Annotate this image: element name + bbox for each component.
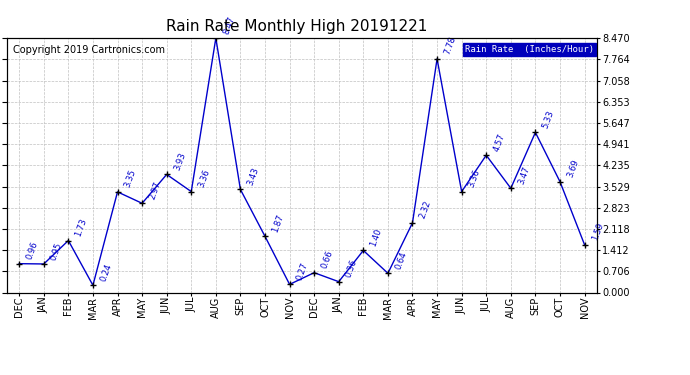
Text: 2.97: 2.97 [148,180,162,201]
Text: 3.36: 3.36 [467,168,482,189]
Text: 3.69: 3.69 [566,158,580,179]
Text: Rain Rate  (Inches/Hour): Rain Rate (Inches/Hour) [465,45,594,54]
Text: 8.47: 8.47 [221,15,236,35]
Text: 0.36: 0.36 [344,258,359,279]
Text: 0.95: 0.95 [49,241,64,261]
Text: 3.43: 3.43 [246,166,261,187]
Text: 3.36: 3.36 [197,168,212,189]
Text: 0.24: 0.24 [99,262,113,282]
Text: 0.64: 0.64 [393,250,408,270]
Text: 1.87: 1.87 [270,213,286,234]
Text: 2.32: 2.32 [418,200,433,220]
Text: 3.47: 3.47 [516,165,531,186]
Text: 0.66: 0.66 [319,249,335,270]
Text: 5.33: 5.33 [541,109,555,130]
Text: 4.57: 4.57 [492,132,506,153]
Text: 1.59: 1.59 [590,222,605,242]
Text: 7.78: 7.78 [442,35,457,56]
Text: 1.40: 1.40 [369,227,384,248]
Text: 1.73: 1.73 [74,217,89,238]
Text: 3.93: 3.93 [172,151,187,172]
Text: Rain Rate Monthly High 20191221: Rain Rate Monthly High 20191221 [166,19,427,34]
Text: Copyright 2019 Cartronics.com: Copyright 2019 Cartronics.com [13,45,165,55]
Text: 0.27: 0.27 [295,261,310,282]
Text: 3.35: 3.35 [123,168,138,189]
Text: 0.96: 0.96 [25,240,39,261]
